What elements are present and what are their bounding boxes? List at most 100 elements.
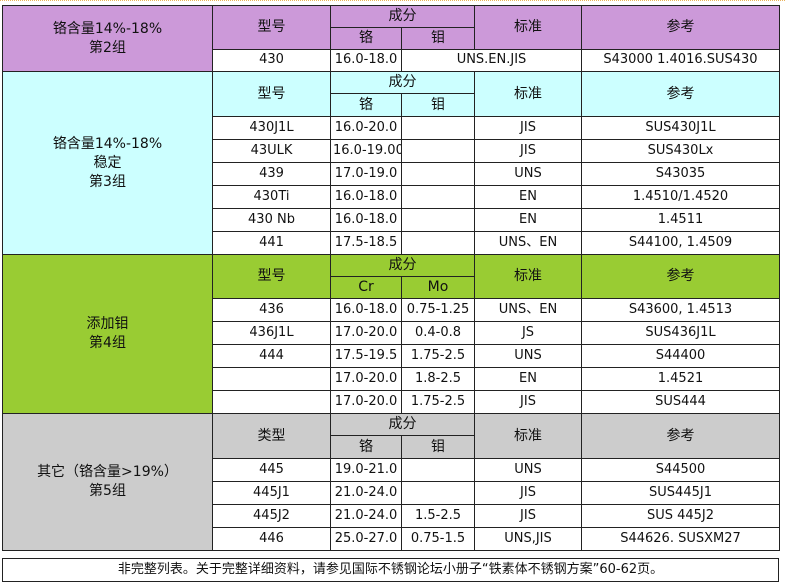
cell-element-1: 16.0-18.0 [330, 49, 402, 72]
header-composition: 成分 [330, 254, 475, 277]
cell-standard: EN [474, 367, 582, 391]
header-composition: 成分 [330, 413, 475, 436]
header-reference: 参考 [581, 71, 780, 117]
header-standard: 标准 [474, 254, 582, 299]
cell-standard: UNS、EN [474, 231, 582, 255]
table-row: 439 17.0-19.0 UNS S43035 [3, 162, 780, 186]
group-label-line: 第5组 [89, 483, 126, 499]
table-row: 445 19.0-21.0 UNS S44500 [3, 458, 780, 482]
group-header-row: 添加钼 第4组 型号 成分 标准 参考 [2, 254, 780, 414]
cell-reference: SUS436J1L [581, 321, 780, 345]
cell-element-2: 1.75-2.5 [401, 344, 475, 368]
cell-model: 430Ti [212, 185, 331, 209]
group-label: 铬含量14%-18% 稳定 第3组 [2, 71, 213, 255]
cell-reference: 1.4521 [581, 367, 780, 391]
cell-element-2: 1.5-2.5 [401, 504, 475, 528]
cell-standard: UNS [474, 162, 582, 186]
cell-standard: JS [474, 321, 582, 345]
cell-element-2 [401, 162, 475, 186]
group-label-line: 第4组 [89, 335, 126, 351]
table-row: 436J1L 17.0-20.0 0.4-0.8 JS SUS436J1L [3, 321, 780, 345]
header-reference: 参考 [581, 413, 780, 459]
header-element-2: Mo [401, 276, 475, 299]
header-standard: 标准 [474, 5, 582, 50]
header-element-1: 铬 [330, 435, 402, 459]
cell-element-1: 17.0-20.0 [330, 321, 402, 345]
group-label-line: 稳定 [93, 154, 122, 171]
cell-standard: UNS,JIS [474, 527, 582, 551]
cell-element-1: 21.0-24.0 [330, 481, 402, 505]
cell-element-1: 17.5-18.5 [330, 231, 402, 255]
header-element-1: Cr [330, 276, 402, 299]
cell-standard: JIS [474, 116, 582, 140]
cell-model: 445J1 [212, 481, 331, 505]
cell-element-2: 1.75-2.5 [401, 390, 475, 414]
header-composition: 成分 [330, 5, 475, 28]
table-row: 43ULK 16.0-19.00 JIS SUS430Lx [3, 139, 780, 163]
cell-element-1: 16.0-18.0 [330, 208, 402, 232]
cell-element-1: 16.0-18.0 [330, 185, 402, 209]
header-model: 型号 [212, 71, 331, 117]
header-element-1: 铬 [330, 93, 402, 117]
header-standard: 标准 [474, 413, 582, 459]
group-label: 添加钼第4组 [2, 254, 213, 414]
cell-element-2: 0.75-1.25 [401, 298, 475, 322]
cell-element-2 [401, 208, 475, 232]
table-row: 436 16.0-18.0 0.75-1.25 UNS、EN S43600, 1.451… [3, 298, 780, 322]
cell-model: 439 [212, 162, 331, 186]
cell-model: 441 [212, 231, 331, 255]
header-element-1: 铬 [330, 27, 402, 50]
cell-element-2 [401, 458, 475, 482]
cell-model: 445 [212, 458, 331, 482]
cell-standard: JIS [474, 504, 582, 528]
header-model: 型号 [212, 254, 331, 299]
cell-reference: S43000 1.4016.SUS430 [581, 49, 780, 72]
cell-element-1: 17.0-19.0 [330, 162, 402, 186]
cell-reference: S44100, 1.4509 [581, 231, 780, 255]
group-label: 铬含量14%-18% 第2组 [2, 5, 213, 72]
cell-reference: S43035 [581, 162, 780, 186]
cell-model: 445J2 [212, 504, 331, 528]
cell-standard: UNS [474, 458, 582, 482]
table-row: 445J1 21.0-24.0 JIS SUS445J1 [3, 481, 780, 505]
cell-element-2 [401, 481, 475, 505]
cell-element-2 [401, 231, 475, 255]
cell-element-1: 21.0-24.0 [330, 504, 402, 528]
cell-reference: 1.4511 [581, 208, 780, 232]
cell-standard: UNS、EN [474, 298, 582, 322]
cell-element-1: 17.0-20.0 [330, 390, 402, 414]
cell-model: 430 Nb [212, 208, 331, 232]
group-header-row: 铬含量14%-18% 稳定 第3组 型号 成分 标准 参考 [2, 71, 780, 255]
group-header-row: 其它（铬含量>19%） 第5组 类型 成分 标准 参考 [2, 413, 780, 551]
cell-element-2: 0.4-0.8 [401, 321, 475, 345]
table-row: 441 17.5-18.5 UNS、EN S44100, 1.4509 [3, 231, 780, 255]
group-label-line: 添加钼 [86, 316, 129, 332]
cell-element-1: 16.0-18.0 [330, 298, 402, 322]
header-composition: 成分 [330, 71, 475, 94]
cell-element-1: 19.0-21.0 [330, 458, 402, 482]
cell-standard: UNS [474, 344, 582, 368]
cell-standard: JIS [474, 481, 582, 505]
group-header-row: 铬含量14%-18% 第2组 型号 成分 标准 参考 [2, 5, 780, 72]
table-row: 446 25.0-27.0 0.75-1.5 UNS,JIS S44626. SUSXM… [3, 527, 780, 551]
header-element-2: 钼 [401, 93, 475, 117]
cell-standard: JIS [474, 390, 582, 414]
group-label-line: 其它（铬含量>19%） [37, 464, 178, 480]
cell-element-1: 25.0-27.0 [330, 527, 402, 551]
cell-model: 446 [212, 527, 331, 551]
cell-reference: S44400 [581, 344, 780, 368]
cell-model [212, 390, 331, 414]
header-element-2: 钼 [401, 435, 475, 459]
cell-reference: SUS445J1 [581, 481, 780, 505]
header-model: 类型 [212, 413, 331, 459]
top-dotted-rule [0, 0, 785, 6]
cell-standard: UNS.EN.JIS [401, 49, 582, 72]
cell-model: 436J1L [212, 321, 331, 345]
table-row: 445J2 21.0-24.0 1.5-2.5 JIS SUS 445J2 [3, 504, 780, 528]
cell-standard: EN [474, 208, 582, 232]
cell-model: 444 [212, 344, 331, 368]
cell-reference: 1.4510/1.4520 [581, 185, 780, 209]
cell-element-1: 16.0-19.00 [330, 139, 402, 163]
cell-model: 430J1L [212, 116, 331, 140]
group-label-line: 第3组 [89, 173, 126, 190]
